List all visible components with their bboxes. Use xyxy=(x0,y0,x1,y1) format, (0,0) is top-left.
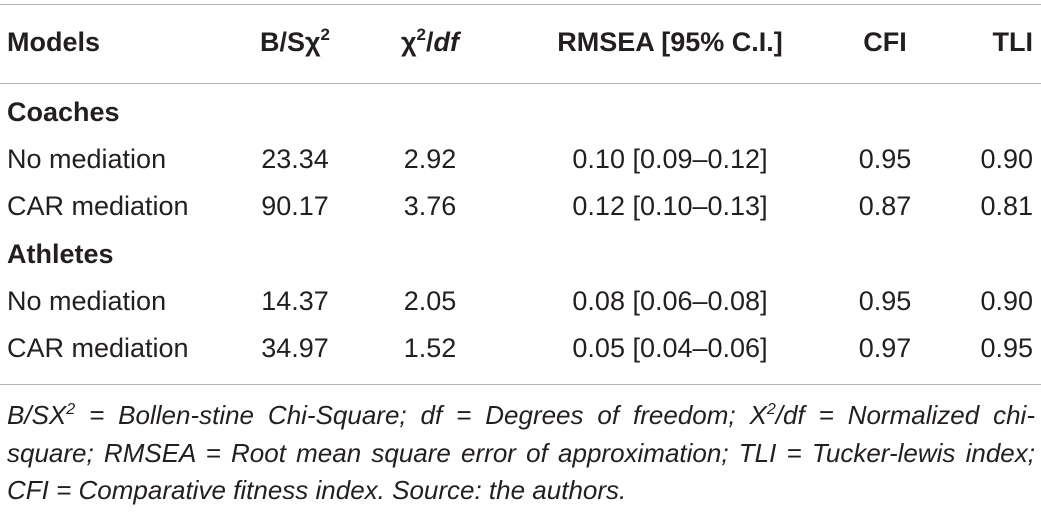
header-rule xyxy=(0,83,1041,84)
cell-cfi: 0.87 xyxy=(858,191,912,221)
table-footnote: B/SX2 = Bollen-stine Chi-Square; df = De… xyxy=(7,397,1035,510)
cell-rmsea: 0.08 [0.06–0.08] xyxy=(572,286,768,316)
cell-chi-df: 2.92 xyxy=(403,144,457,174)
table-row: CAR mediation 34.97 1.52 0.05 [0.04–0.06… xyxy=(0,328,1041,368)
cell-cfi: 0.95 xyxy=(858,144,912,174)
header-bs-sup: 2 xyxy=(320,25,331,44)
cell-tli: 0.90 xyxy=(980,144,1033,174)
cell-rmsea: 0.05 [0.04–0.06] xyxy=(572,333,768,363)
header-models: Models xyxy=(7,27,101,57)
header-bs-text: B/Sχ xyxy=(259,27,321,57)
footnote-text-3: /df = Normalized chi-square; RMSEA = Roo… xyxy=(7,400,1035,505)
cell-rmsea: 0.12 [0.10–0.13] xyxy=(572,191,768,221)
cell-chi-df: 2.05 xyxy=(403,286,457,316)
cell-rmsea: 0.10 [0.09–0.12] xyxy=(572,144,768,174)
cell-chi-df: 3.76 xyxy=(403,191,457,221)
table-row: No mediation 14.37 2.05 0.08 [0.06–0.08]… xyxy=(0,281,1041,321)
cell-model: No mediation xyxy=(7,286,167,316)
cell-tli: 0.81 xyxy=(980,191,1033,221)
cell-cfi: 0.95 xyxy=(858,286,912,316)
cell-bs: 90.17 xyxy=(261,191,329,221)
footnote-text-2: = Bollen-stine Chi-Square; df = Degrees … xyxy=(75,400,767,430)
cell-bs: 23.34 xyxy=(261,144,329,174)
cell-cfi: 0.97 xyxy=(858,333,912,363)
cell-bs: 14.37 xyxy=(261,286,329,316)
table-row: No mediation 23.34 2.92 0.10 [0.09–0.12]… xyxy=(0,139,1041,179)
header-cfi: CFI xyxy=(863,27,907,57)
cell-model: CAR mediation xyxy=(7,191,189,221)
table-row: CAR mediation 90.17 3.76 0.12 [0.10–0.13… xyxy=(0,186,1041,226)
top-rule xyxy=(0,4,1041,5)
section-label: Athletes xyxy=(7,239,114,269)
cell-tli: 0.90 xyxy=(980,286,1033,316)
cell-bs: 34.97 xyxy=(261,333,329,363)
cell-model: CAR mediation xyxy=(7,333,189,363)
header-bs-chi-square: B/Sχ2 xyxy=(230,22,360,62)
header-tli: TLI xyxy=(992,27,1034,57)
bottom-rule xyxy=(0,384,1041,385)
header-chi-text: χ xyxy=(400,27,417,57)
cell-model: No mediation xyxy=(7,144,167,174)
header-chi-slash: / xyxy=(426,27,434,57)
header-rmsea: RMSEA [95% C.I.] xyxy=(557,27,783,57)
header-chi-sup: 2 xyxy=(416,25,426,44)
section-row-athletes: Athletes xyxy=(0,234,1041,274)
footnote-text-1: B/SX xyxy=(7,400,67,430)
footnote-sup-1: 2 xyxy=(66,401,76,418)
table-header-row: Models B/Sχ2 χ2/df RMSEA [95% C.I.] CFI … xyxy=(0,22,1041,62)
cell-tli: 0.95 xyxy=(980,333,1033,363)
header-chi-df: χ2/df xyxy=(370,22,490,62)
cell-chi-df: 1.52 xyxy=(403,333,457,363)
section-row-coaches: Coaches xyxy=(0,92,1041,132)
header-chi-df-text: df xyxy=(433,27,459,57)
section-label: Coaches xyxy=(7,97,120,127)
footnote-sup-2: 2 xyxy=(766,401,776,418)
